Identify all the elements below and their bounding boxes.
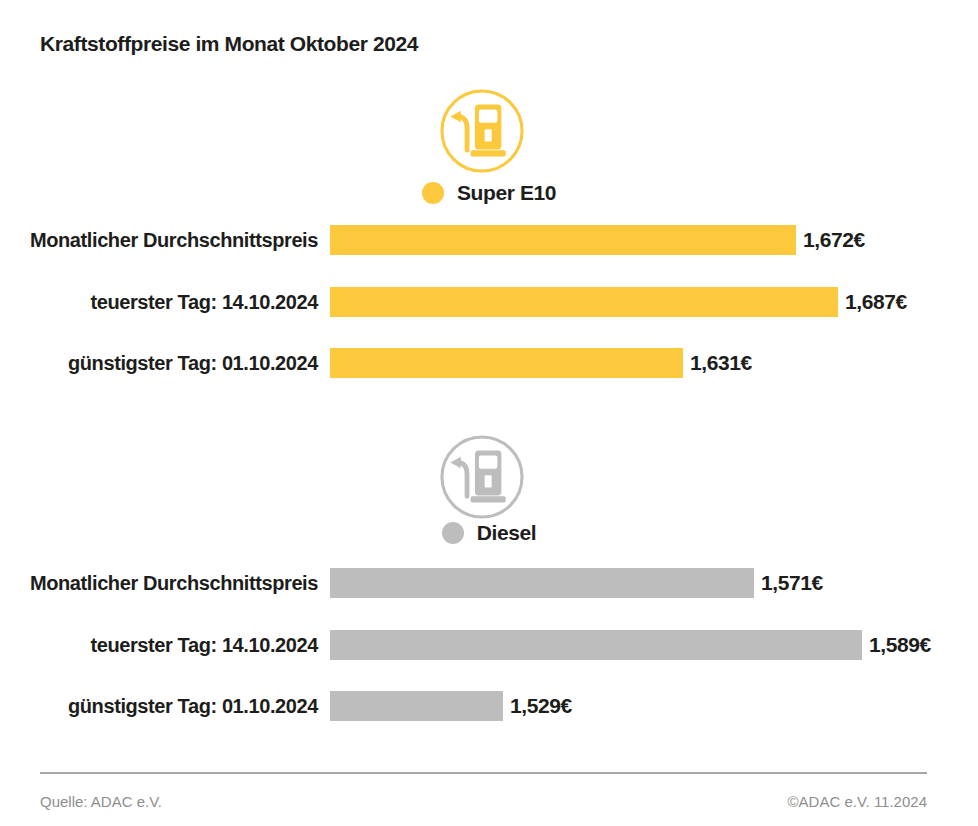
bar-row: günstigster Tag: 01.10.2024 1,529€ xyxy=(0,691,978,721)
bar-row: Monatlicher Durchschnittspreis 1,571€ xyxy=(0,568,978,598)
legend-label: Diesel xyxy=(477,521,536,545)
bar xyxy=(330,630,862,660)
bar xyxy=(330,691,503,721)
bar-row: teuerster Tag: 14.10.2024 1,687€ xyxy=(0,287,978,317)
bar-value: 1,529€ xyxy=(510,691,572,721)
footer-copyright: ©ADAC e.V. 11.2024 xyxy=(788,793,927,810)
legend-diesel: Diesel xyxy=(0,521,978,545)
bar-row: Monatlicher Durchschnittspreis 1,672€ xyxy=(0,225,978,255)
bar xyxy=(330,348,683,378)
fuel-pump-icon xyxy=(438,87,526,175)
bar-row-label: Monatlicher Durchschnittspreis xyxy=(0,568,318,598)
legend-dot xyxy=(442,522,464,544)
bar-value: 1,672€ xyxy=(803,225,865,255)
bar-row: günstigster Tag: 01.10.2024 1,631€ xyxy=(0,348,978,378)
legend-label: Super E10 xyxy=(457,181,556,205)
legend-dot xyxy=(422,182,444,204)
fuel-pump-icon xyxy=(438,433,526,521)
bar-row: teuerster Tag: 14.10.2024 1,589€ xyxy=(0,630,978,660)
footer-divider xyxy=(40,772,927,774)
bar-row-label: Monatlicher Durchschnittspreis xyxy=(0,225,318,255)
chart-title: Kraftstoffpreise im Monat Oktober 2024 xyxy=(40,32,418,56)
footer-source: Quelle: ADAC e.V. xyxy=(40,793,162,810)
bar-row-label: teuerster Tag: 14.10.2024 xyxy=(0,630,318,660)
bar xyxy=(330,225,796,255)
bar-value: 1,571€ xyxy=(761,568,823,598)
bar-row-label: günstigster Tag: 01.10.2024 xyxy=(0,348,318,378)
bar-value: 1,589€ xyxy=(869,630,931,660)
chart-canvas: Kraftstoffpreise im Monat Oktober 2024 S… xyxy=(0,0,978,826)
bar-row-label: günstigster Tag: 01.10.2024 xyxy=(0,691,318,721)
bar xyxy=(330,568,754,598)
bar xyxy=(330,287,838,317)
bar-value: 1,687€ xyxy=(845,287,907,317)
bar-value: 1,631€ xyxy=(690,348,752,378)
legend-super-e10: Super E10 xyxy=(0,181,978,205)
bar-row-label: teuerster Tag: 14.10.2024 xyxy=(0,287,318,317)
